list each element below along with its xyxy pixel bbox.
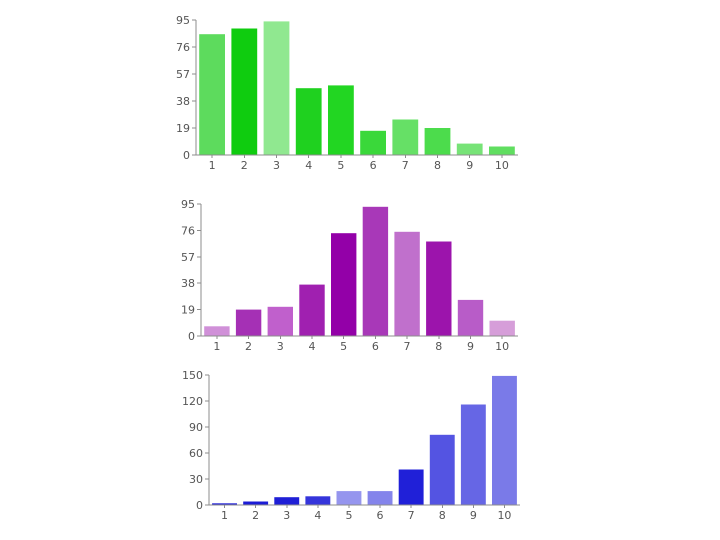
bar [392, 119, 419, 155]
x-tick-label: 8 [434, 159, 441, 172]
y-tick-label: 60 [189, 447, 203, 460]
bar [336, 491, 362, 505]
bar [489, 320, 515, 336]
bar [492, 375, 517, 505]
x-tick-label: 7 [408, 509, 415, 522]
y-tick-label: 0 [183, 149, 190, 162]
x-tick-label: 2 [241, 159, 248, 172]
bar [394, 231, 420, 336]
x-tick-label: 5 [337, 159, 344, 172]
y-tick-label: 0 [196, 499, 203, 512]
x-tick-label: 1 [213, 340, 220, 353]
y-tick-label: 76 [176, 41, 190, 54]
x-tick-label: 4 [308, 340, 315, 353]
bar [263, 21, 290, 156]
bar [235, 309, 262, 336]
y-tick-label: 0 [188, 330, 195, 343]
x-tick-label: 10 [497, 509, 511, 522]
x-tick-label: 1 [209, 159, 216, 172]
x-tick-label: 3 [283, 509, 290, 522]
y-tick-label: 30 [189, 473, 203, 486]
y-tick-label: 57 [181, 251, 195, 264]
y-tick-label: 38 [176, 95, 190, 108]
bar [367, 491, 393, 505]
x-tick-label: 6 [372, 340, 379, 353]
x-tick-label: 6 [370, 159, 377, 172]
x-tick-label: 9 [470, 509, 477, 522]
bar [199, 34, 225, 156]
x-tick-label: 4 [314, 509, 321, 522]
x-tick-label: 9 [467, 340, 474, 353]
x-tick-label: 3 [277, 340, 284, 353]
bar [457, 299, 484, 336]
y-tick-label: 57 [176, 68, 190, 81]
bar [328, 85, 354, 155]
bar [212, 503, 237, 505]
bar [424, 128, 451, 155]
x-tick-label: 10 [495, 159, 509, 172]
chart-3: 0 30 60 90 120 150 1 2 3 4 5 6 7 8 9 10 [182, 369, 520, 522]
bar [267, 306, 293, 336]
bar [426, 241, 452, 336]
bar [429, 434, 455, 505]
y-tick-label: 150 [182, 369, 203, 382]
bar [299, 284, 325, 336]
bar [243, 501, 269, 505]
bar [362, 206, 389, 336]
bar [360, 130, 386, 155]
x-tick-label: 3 [273, 159, 280, 172]
bar [204, 326, 230, 336]
x-tick-label: 2 [245, 340, 252, 353]
x-tick-label: 7 [404, 340, 411, 353]
y-tick-label: 90 [189, 421, 203, 434]
bar [489, 146, 515, 155]
x-tick-label: 5 [345, 509, 352, 522]
bar [295, 88, 322, 155]
y-tick-label: 120 [182, 395, 203, 408]
bar [331, 233, 357, 336]
bar [460, 404, 486, 505]
bar [274, 497, 300, 505]
y-tick-label: 38 [181, 277, 195, 290]
bar [305, 496, 331, 505]
y-tick-label: 19 [176, 122, 190, 135]
x-tick-label: 8 [439, 509, 446, 522]
bar [398, 469, 424, 505]
x-tick-label: 8 [435, 340, 442, 353]
bar [456, 143, 483, 155]
y-tick-label: 76 [181, 224, 195, 237]
x-tick-label: 5 [340, 340, 347, 353]
x-tick-label: 2 [252, 509, 259, 522]
y-tick-label: 19 [181, 304, 195, 317]
y-tick-label: 95 [176, 14, 190, 27]
chart-2: 0 19 38 57 76 95 1 2 3 4 5 6 7 8 9 10 [181, 198, 518, 353]
x-tick-label: 1 [221, 509, 228, 522]
x-tick-label: 4 [305, 159, 312, 172]
y-tick-label: 95 [181, 198, 195, 211]
chart-1: 0 19 38 57 76 95 1 2 3 4 5 6 7 8 9 10 [176, 14, 518, 172]
x-tick-label: 10 [495, 340, 509, 353]
x-tick-label: 6 [377, 509, 384, 522]
x-tick-label: 7 [402, 159, 409, 172]
x-tick-label: 9 [466, 159, 473, 172]
bar [231, 28, 258, 155]
